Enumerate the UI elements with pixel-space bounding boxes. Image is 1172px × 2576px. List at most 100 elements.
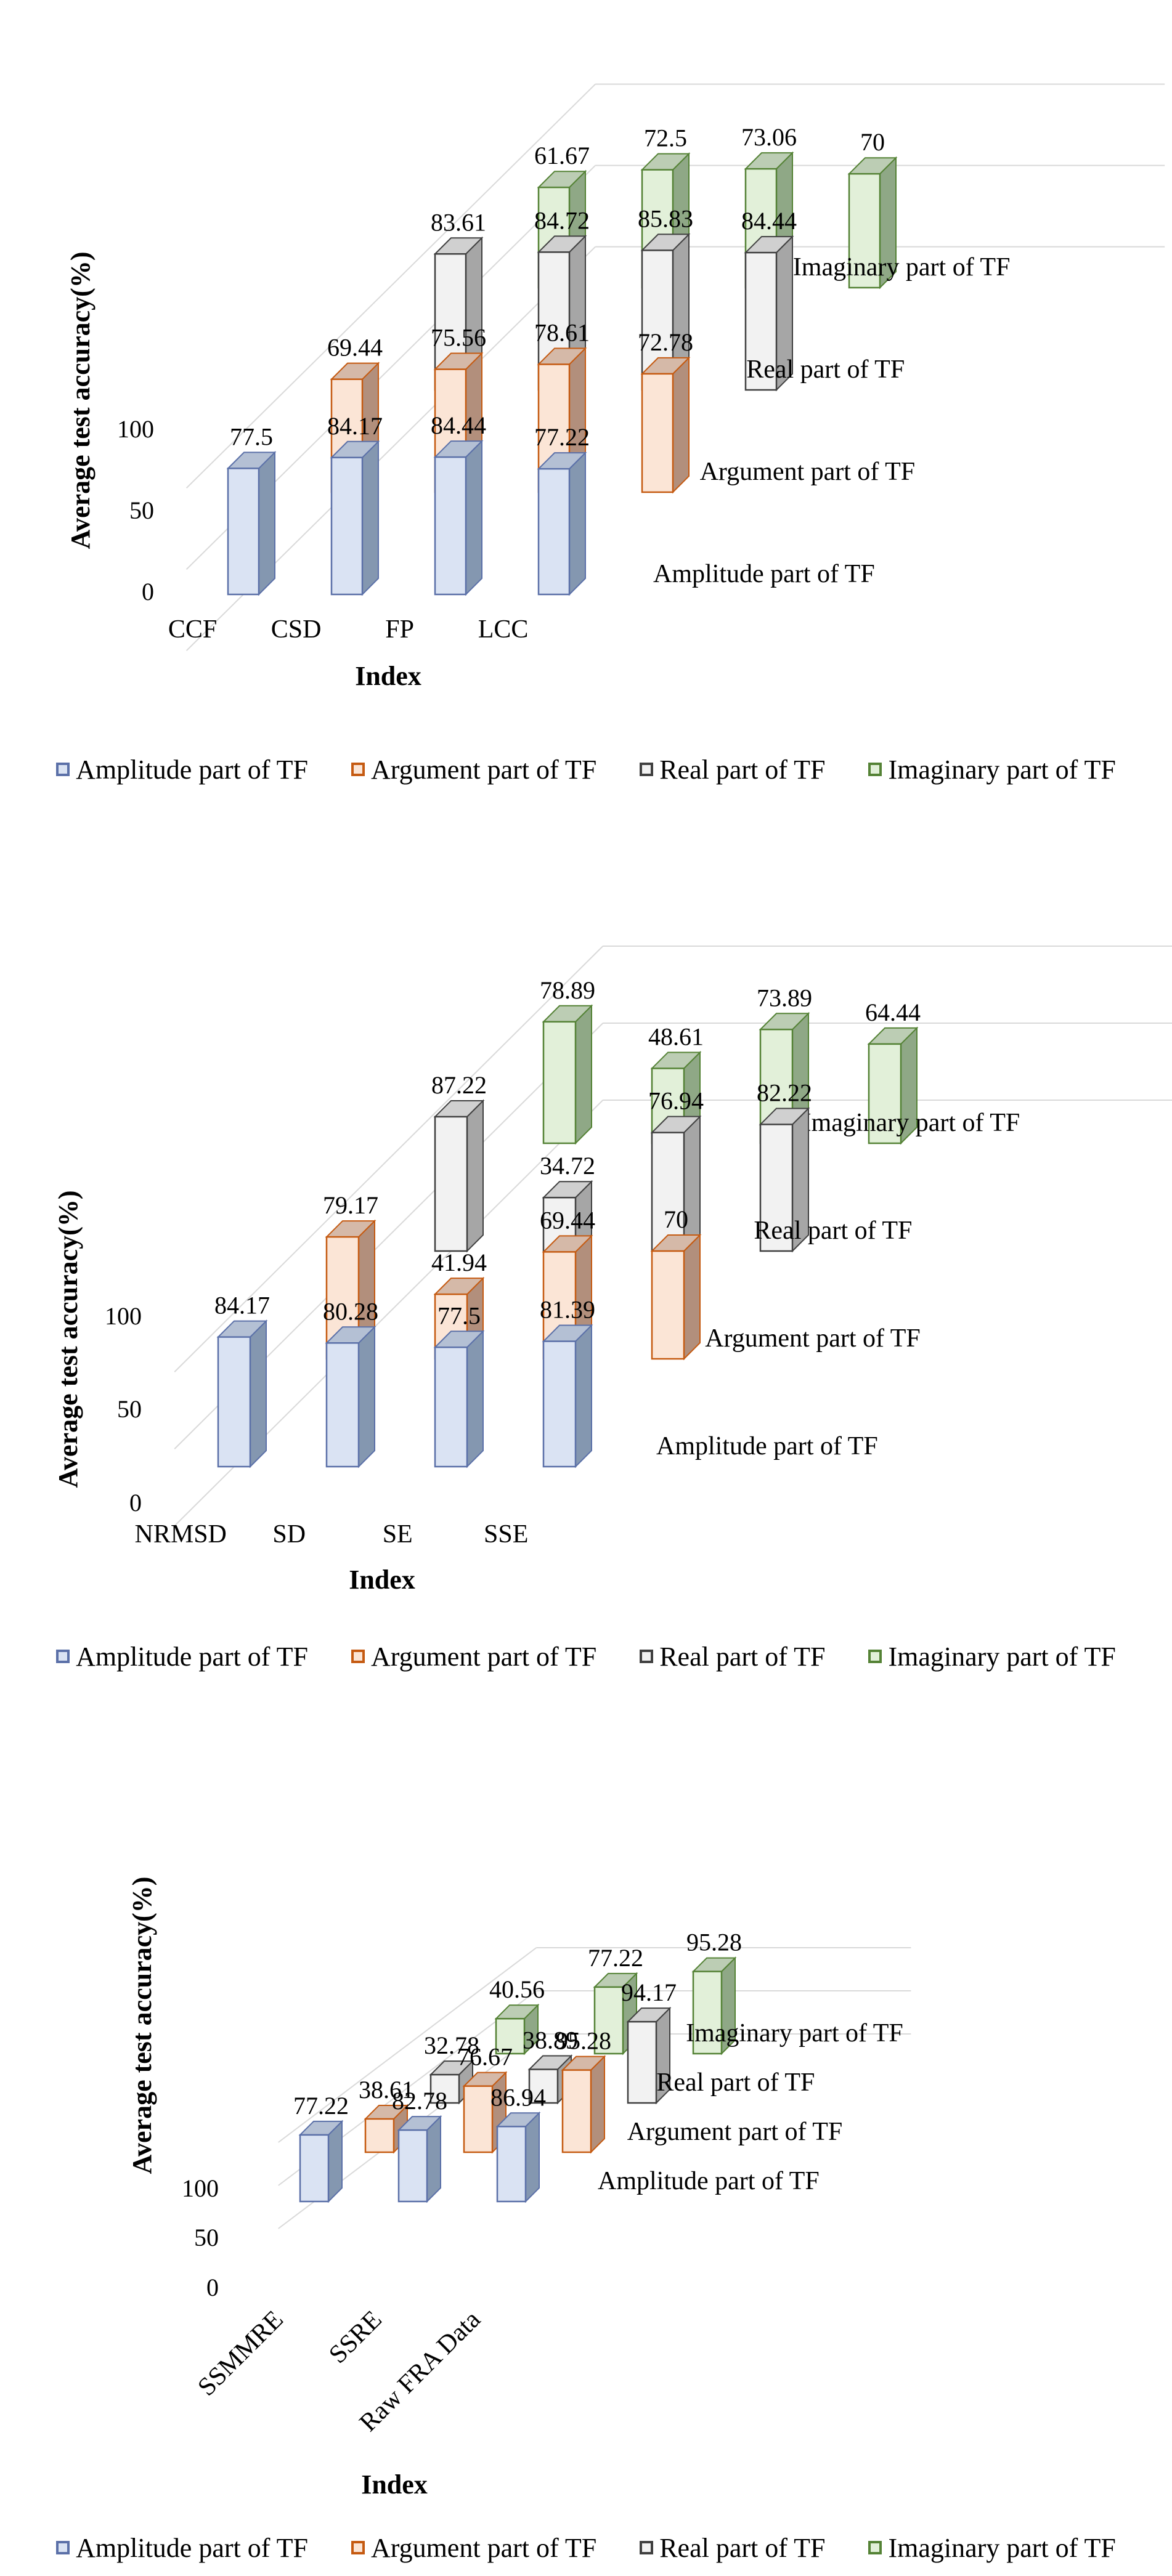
data-label: 95.28	[686, 1929, 742, 1956]
bar-front	[593, 1986, 624, 2055]
series-row-label: Amplitude part of TF	[656, 1432, 878, 1460]
data-label: 83.61	[431, 208, 486, 236]
series-row-label: Amplitude part of TF	[598, 2167, 820, 2195]
data-label: 69.44	[327, 334, 383, 362]
bar	[226, 450, 277, 596]
chart-panel-3: 0 50 100 Average test accuracy(%) 95.28 77.22…	[0, 1717, 1172, 2576]
bar	[397, 2115, 442, 2203]
bar-front	[217, 1336, 251, 1468]
legend-label: Imaginary part of TF	[888, 754, 1116, 785]
x-axis-title: Index	[355, 661, 421, 691]
bar-side	[575, 1004, 592, 1145]
bar	[650, 1233, 702, 1361]
series-row-label: Argument part of TF	[700, 458, 916, 486]
data-label: 70	[664, 1205, 688, 1233]
series-row-label: Amplitude part of TF	[653, 560, 875, 588]
data-label: 77.22	[588, 1944, 643, 1972]
bar-side	[672, 356, 690, 494]
bar-front	[868, 1043, 902, 1144]
legend-swatch-real	[640, 2541, 654, 2554]
bar	[537, 451, 587, 596]
legend-swatch-imaginary	[868, 1650, 882, 1663]
bar-side	[358, 1325, 375, 1468]
bar-front	[463, 2085, 494, 2153]
data-label: 77.22	[293, 2092, 349, 2120]
bar-side	[590, 2055, 605, 2154]
data-label: 82.78	[392, 2087, 447, 2115]
bar-front	[627, 2020, 657, 2104]
x-axis-title: Index	[349, 1565, 415, 1595]
data-label: 87.22	[431, 1071, 487, 1099]
series-row-label: Argument part of TF	[705, 1324, 921, 1353]
data-label: 61.67	[534, 142, 590, 169]
bar	[298, 2120, 344, 2203]
legend-label: Amplitude part of TF	[76, 754, 308, 785]
gridline-side	[278, 1947, 537, 2143]
legend-swatch-imaginary	[868, 763, 882, 776]
legend-label: Imaginary part of TF	[888, 1641, 1116, 1672]
legend-swatch-argument	[351, 1650, 365, 1663]
x-tick-label: CSD	[271, 615, 322, 644]
bar	[433, 1099, 485, 1253]
y-tick-label: 100	[105, 1302, 142, 1330]
legend-label: Argument part of TF	[370, 1641, 597, 1672]
data-label: 64.44	[865, 998, 921, 1026]
bar	[216, 1319, 268, 1468]
bar	[494, 2003, 540, 2056]
data-label: 84.44	[431, 411, 486, 439]
bar-side	[525, 2111, 540, 2203]
data-label: 81.39	[540, 1296, 595, 1324]
data-label: 84.17	[327, 412, 383, 440]
bar	[330, 440, 380, 596]
x-tick-label: SSE	[484, 1520, 528, 1549]
bar	[593, 1972, 638, 2056]
data-label: 38.61	[359, 2076, 414, 2104]
data-label: 84.17	[214, 1292, 270, 1319]
bar	[650, 1115, 702, 1253]
legend-label: Imaginary part of TF	[888, 2532, 1116, 2563]
legend-label: Amplitude part of TF	[76, 1641, 308, 1672]
y-tick-label: 0	[206, 2274, 219, 2301]
x-tick-label: CCF	[168, 615, 217, 644]
y-tick-label: 0	[142, 578, 154, 606]
legend-item: Argument part of TF	[351, 1641, 596, 1672]
y-axis-title: Average test accuracy(%)	[127, 1877, 157, 2174]
y-tick-label: 100	[117, 415, 154, 443]
bar-front	[227, 468, 260, 596]
bar-front	[537, 468, 571, 596]
bar-front	[542, 1021, 577, 1144]
bar-front	[496, 2126, 527, 2203]
bar-front	[325, 1342, 360, 1468]
bar-front	[364, 2118, 395, 2153]
x-tick-label: SSRE	[324, 2306, 388, 2370]
data-label: 72.5	[644, 124, 687, 152]
legend-item: Imaginary part of TF	[868, 1641, 1116, 1672]
chart-3-svg: 0 50 100 Average test accuracy(%) 95.28 77.22…	[127, 1877, 911, 2500]
bar-front	[330, 456, 364, 596]
legend-label: Argument part of TF	[370, 2532, 597, 2563]
data-label: 73.89	[757, 984, 812, 1011]
data-label: 72.78	[638, 328, 693, 356]
bar-front	[495, 2017, 526, 2055]
legend-swatch-argument	[351, 763, 365, 776]
legend-label: Argument part of TF	[370, 754, 597, 785]
legend-swatch-amplitude	[56, 1650, 70, 1663]
data-label: 80.28	[323, 1297, 378, 1325]
y-tick-label: 50	[194, 2224, 219, 2251]
legend-swatch-real	[640, 1650, 654, 1663]
bar-side	[569, 451, 586, 596]
bar	[462, 2071, 508, 2154]
bar	[744, 235, 794, 392]
data-label: 40.56	[489, 1975, 545, 2003]
bar-side	[250, 1319, 267, 1468]
legend-swatch-imaginary	[868, 2541, 882, 2554]
bar-front	[651, 1250, 685, 1360]
data-label: 77.5	[230, 423, 273, 450]
y-tick-label: 50	[117, 1395, 142, 1423]
bar-front	[434, 456, 467, 596]
y-axis-title: Average test accuracy(%)	[65, 252, 96, 549]
legend-item: Argument part of TF	[351, 754, 596, 785]
legend-item: Real part of TF	[640, 754, 825, 785]
data-label: 85.83	[638, 205, 693, 232]
legend-item: Amplitude part of TF	[56, 1641, 308, 1672]
